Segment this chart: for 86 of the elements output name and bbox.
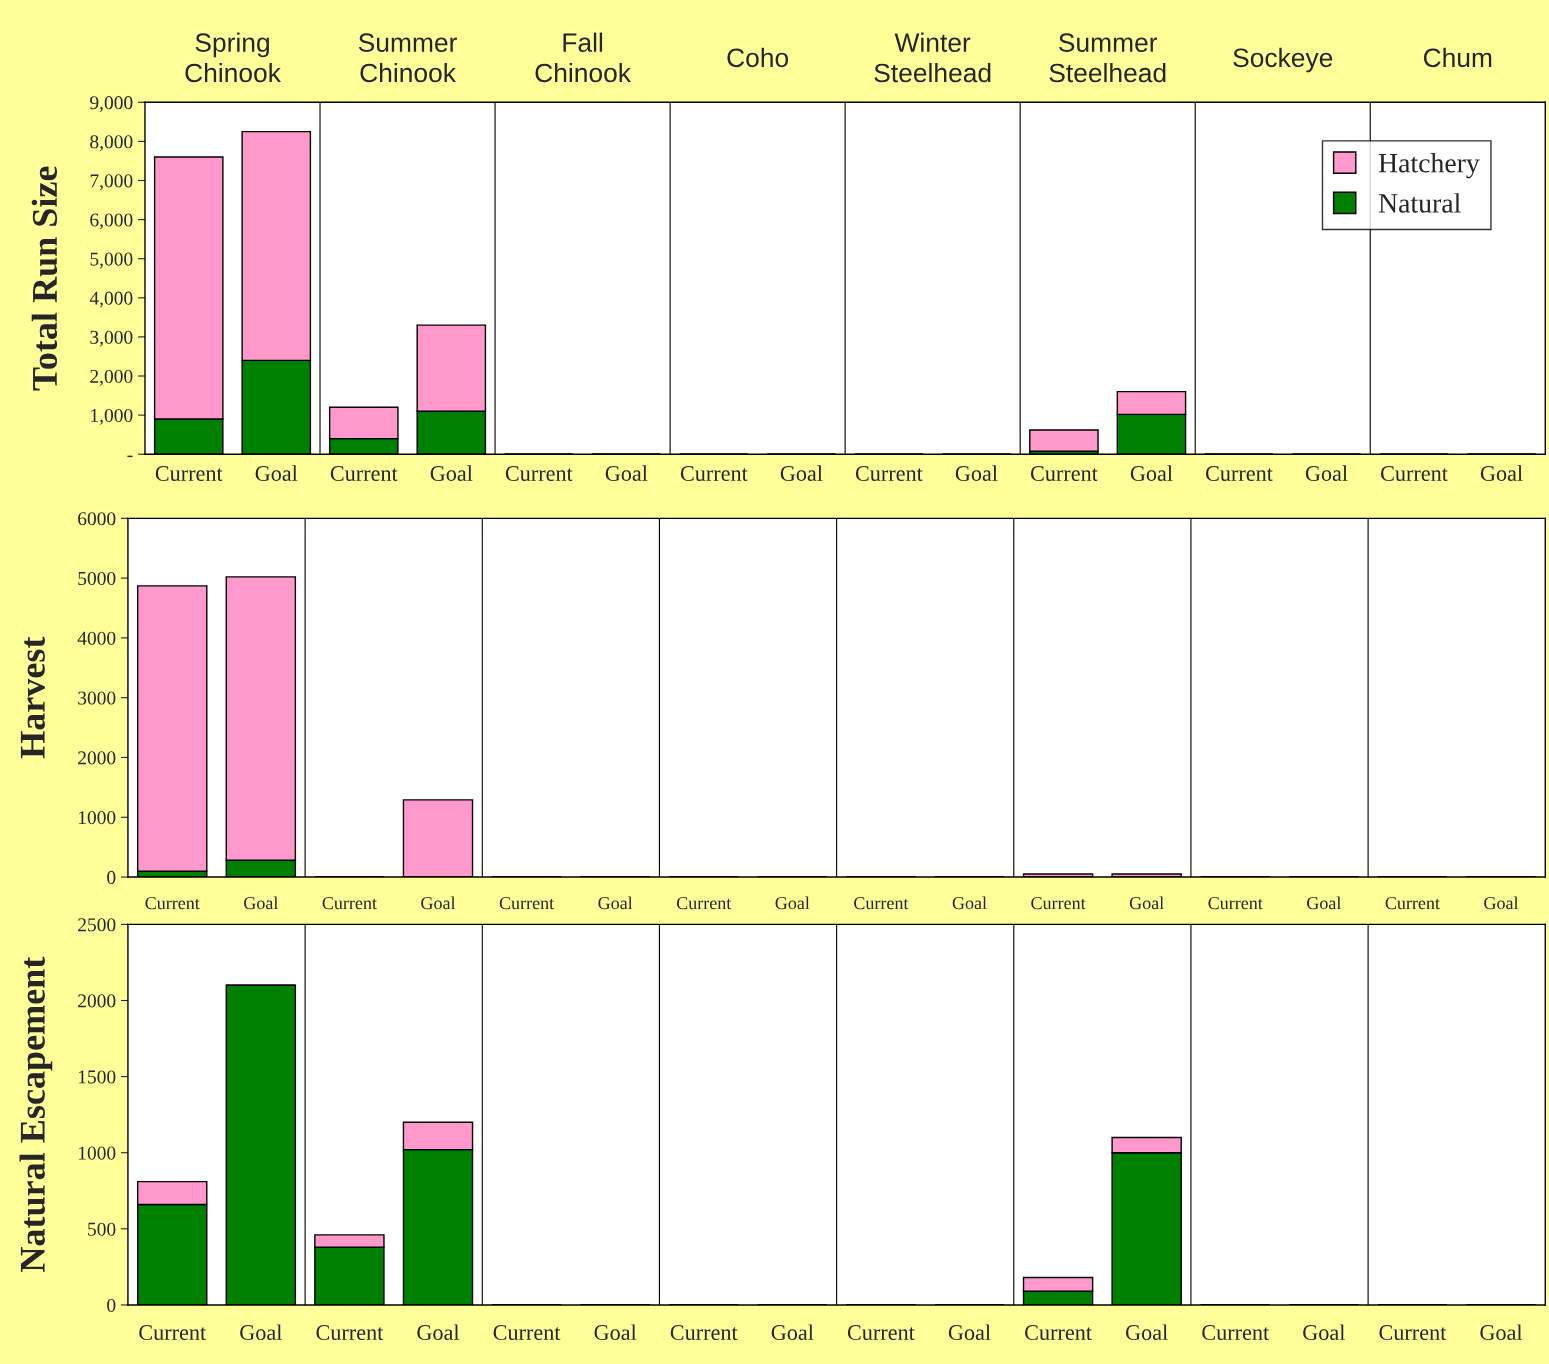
x-tick-label: Current	[847, 1325, 915, 1341]
y-tick-label: -	[127, 455, 133, 458]
y-axis-title: Natural Escapement	[19, 956, 53, 1272]
y-tick-label: 5000	[78, 571, 116, 586]
x-tick-label: Goal	[771, 1324, 814, 1341]
x-tick-label: Current	[1208, 897, 1263, 910]
text: Coho	[727, 47, 789, 68]
y-tick-label: 6,000	[90, 213, 133, 230]
x-tick-label: Current	[854, 897, 909, 910]
bar	[136, 585, 208, 872]
text: Sockeye	[1233, 47, 1333, 73]
y-tick-label: 4,000	[89, 291, 133, 308]
x-tick-label: Current	[680, 466, 748, 481]
text: Summer Chinook	[358, 33, 457, 83]
x-tick-label: Goal	[598, 896, 633, 910]
x-tick-label: Current	[1025, 1325, 1092, 1341]
x-tick-label: Current	[1385, 897, 1440, 910]
x-tick-label: Goal	[1480, 1324, 1523, 1341]
legend-label: Natural	[1378, 193, 1461, 213]
x-tick-label: Goal	[421, 896, 456, 910]
x-tick-label: Current	[1380, 466, 1448, 481]
y-tick-label: 1500	[78, 1070, 116, 1084]
x-tick-label: Goal	[244, 896, 279, 910]
x-tick-label: Goal	[417, 1324, 460, 1341]
x-tick-label: Current	[155, 466, 223, 481]
x-tick-label: Goal	[775, 896, 810, 910]
y-tick-label: 4000	[77, 631, 116, 645]
x-tick-label: Current	[1202, 1325, 1270, 1341]
text: Summer Steelhead	[1049, 33, 1166, 83]
y-tick-label: 1000	[78, 1146, 116, 1160]
x-tick-label: Current	[1205, 466, 1273, 481]
x-tick-label: Goal	[1130, 465, 1173, 481]
x-tick-label: Current	[493, 1325, 561, 1341]
text: Spring Chinook	[185, 32, 281, 83]
x-tick-label: Current	[1030, 466, 1098, 481]
y-tick-label: 500	[88, 1222, 116, 1236]
y-tick-label: 8,000	[90, 135, 133, 152]
y-axis-title: Total Run Size	[31, 166, 58, 391]
text: Winter Steelhead	[874, 32, 991, 83]
x-tick-label: Current	[670, 1325, 738, 1341]
x-tick-label: Current	[139, 1325, 207, 1341]
y-tick-label: 5,000	[90, 252, 133, 269]
y-tick-label: 2,000	[90, 369, 133, 386]
x-tick-label: Current	[1031, 897, 1086, 910]
x-tick-label: Goal	[1303, 1324, 1345, 1341]
y-tick-label: 1000	[78, 811, 116, 825]
y-tick-label: 0	[107, 870, 116, 884]
x-tick-label: Goal	[255, 465, 298, 481]
x-tick-label: Current	[505, 466, 573, 481]
x-tick-label: Goal	[1307, 896, 1342, 910]
y-tick-label: 7,000	[90, 174, 133, 191]
y-tick-label: 9,000	[90, 96, 133, 113]
x-tick-label: Goal	[955, 465, 998, 481]
x-tick-label: Goal	[1484, 896, 1519, 910]
x-tick-label: Goal	[594, 1324, 637, 1341]
x-tick-label: Current	[855, 466, 923, 481]
y-axis-title: Harvest	[20, 636, 45, 759]
x-tick-label: Goal	[1125, 1324, 1168, 1341]
x-tick-label: Current	[676, 897, 732, 910]
x-tick-label: Current	[1379, 1325, 1447, 1341]
x-tick-label: Current	[145, 897, 200, 910]
y-tick-label: 1,000	[91, 408, 133, 425]
y-tick-label: 2500	[78, 918, 116, 932]
x-tick-label: Current	[330, 466, 398, 481]
x-tick-label: Goal	[240, 1324, 282, 1341]
x-tick-label: Goal	[1480, 465, 1523, 481]
bar	[1029, 429, 1099, 452]
x-tick-label: Goal	[1129, 896, 1164, 910]
y-tick-label: 2000	[78, 994, 116, 1008]
x-tick-label: Goal	[780, 465, 823, 481]
x-tick-label: Goal	[948, 1324, 991, 1341]
x-tick-label: Goal	[605, 465, 648, 481]
y-tick-label: 6000	[78, 512, 116, 526]
x-tick-label: Current	[322, 897, 377, 910]
x-tick-label: Goal	[430, 465, 473, 481]
x-tick-label: Goal	[952, 896, 987, 910]
text: Fall Chinook	[535, 32, 632, 83]
y-tick-label: 3,000	[90, 330, 133, 347]
y-tick-label: 2000	[78, 751, 116, 765]
y-tick-label: 3000	[78, 691, 116, 705]
x-tick-label: Goal	[1305, 465, 1348, 481]
legend-label: Hatchery	[1378, 153, 1480, 179]
x-tick-label: Current	[316, 1325, 384, 1341]
text: Chum	[1423, 47, 1492, 68]
y-tick-label: 0	[107, 1298, 116, 1312]
x-tick-label: Current	[499, 897, 555, 910]
